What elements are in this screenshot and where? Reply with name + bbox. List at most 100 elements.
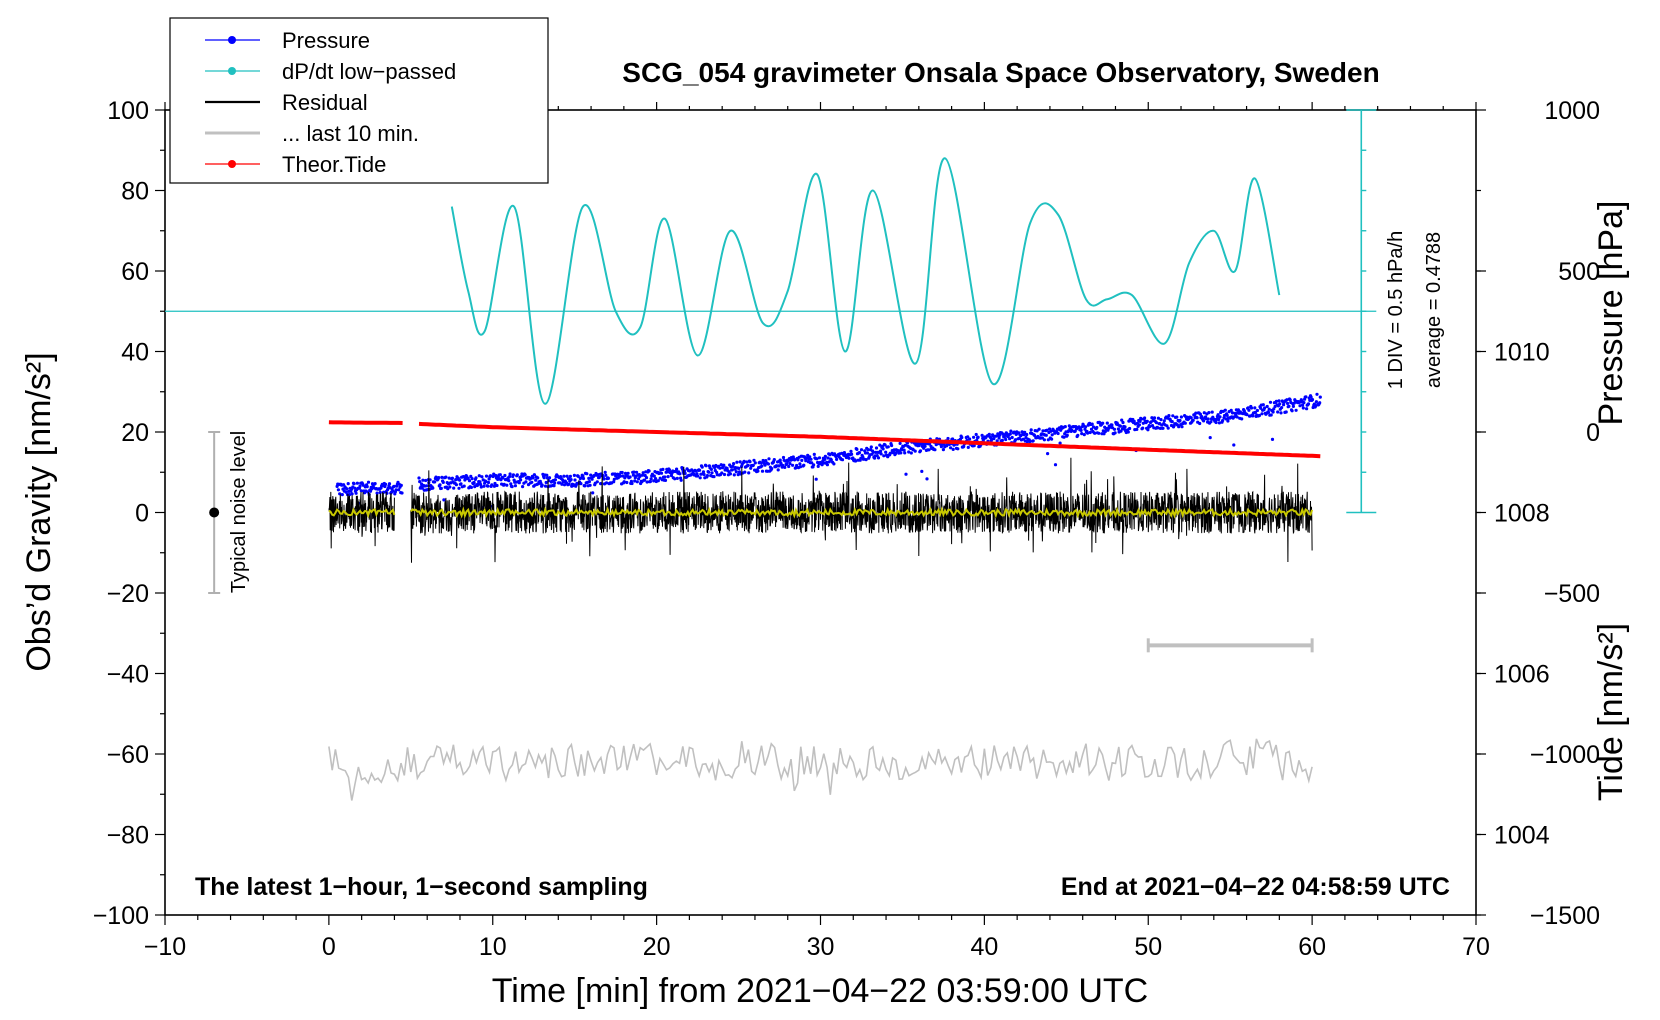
pressure-point: [424, 478, 428, 483]
pressure-point: [850, 452, 854, 456]
pressure-point: [1271, 410, 1275, 414]
pressure-point: [344, 490, 348, 494]
pressure-point: [1302, 401, 1306, 405]
pressure-point: [494, 473, 498, 478]
pressure-point: [642, 478, 647, 482]
tide-tick-label: 1000: [1544, 97, 1600, 125]
pressure-point: [941, 448, 946, 452]
pressure-point: [1267, 407, 1271, 411]
pressure-point: [751, 463, 755, 467]
legend-label: dP/dt low−passed: [282, 59, 456, 84]
x-tick-label: 60: [1298, 933, 1326, 961]
x-tick-label: 20: [643, 933, 671, 961]
pressure-point: [1318, 401, 1322, 405]
x-tick-label: 30: [807, 933, 835, 961]
pressure-point: [1291, 404, 1295, 408]
pressure-point: [766, 462, 771, 466]
pressure-point: [462, 484, 466, 488]
pressure-point: [899, 451, 903, 455]
pressure-point: [764, 459, 768, 463]
pressure-point: [752, 458, 756, 462]
pressure-point: [521, 485, 525, 489]
pressure-point: [543, 484, 548, 488]
pressure-point: [898, 441, 902, 445]
pressure-point: [1020, 430, 1024, 434]
pressure-point: [1225, 413, 1229, 417]
pressure-point: [492, 484, 496, 488]
pressure-point: [418, 480, 422, 484]
pressure-point: [1032, 433, 1037, 437]
pressure-point: [1209, 420, 1213, 424]
pressure-point: [777, 464, 781, 468]
pressure-point: [656, 479, 660, 483]
pressure-point: [631, 473, 636, 477]
pressure-point: [1175, 415, 1179, 419]
pressure-point: [925, 477, 929, 481]
pressure-point: [1310, 398, 1315, 402]
pressure-point: [787, 464, 791, 469]
pressure-point: [482, 484, 486, 488]
pressure-point: [1000, 438, 1005, 442]
pressure-point: [1309, 395, 1313, 399]
pressure-point: [606, 476, 611, 480]
pressure-point: [760, 469, 765, 473]
pressure-point: [737, 466, 741, 470]
pressure-point: [1223, 408, 1227, 412]
pressure-point: [1282, 403, 1286, 407]
pressure-point: [904, 472, 908, 476]
pressure-point: [1082, 433, 1086, 437]
pressure-point: [490, 483, 494, 487]
pressure-point: [1287, 404, 1291, 408]
pressure-point: [1023, 430, 1027, 434]
pressure-point: [1045, 428, 1049, 432]
pressure-point: [946, 436, 950, 441]
pressure-point: [855, 447, 859, 451]
pressure-point: [1116, 427, 1120, 431]
pressure-point: [864, 458, 868, 462]
pressure-point: [400, 491, 404, 495]
tide-line: [328, 420, 403, 425]
legend-box: [169, 17, 549, 184]
pressure-point: [712, 475, 716, 479]
pressure-point: [738, 460, 742, 464]
pressure-point: [1229, 408, 1233, 412]
pressure-point: [743, 470, 747, 474]
pressure-point: [579, 482, 583, 486]
pressure-point: [1246, 406, 1250, 410]
pressure-point: [980, 433, 984, 437]
pressure-point: [661, 467, 665, 471]
pressure-point: [394, 488, 398, 492]
pressure-point: [804, 459, 808, 463]
pressure-point: [589, 473, 593, 477]
pressure-point: [747, 471, 751, 475]
pressure-point: [994, 434, 998, 438]
pressure-point: [1178, 418, 1182, 423]
pressure-point: [1180, 425, 1184, 429]
pressure-point: [1269, 413, 1273, 417]
pressure-point: [772, 458, 776, 462]
y-tick-label: −20: [107, 580, 149, 608]
pressure-point: [1230, 411, 1235, 415]
pressure-point: [1314, 400, 1318, 404]
pressure-point: [1274, 399, 1278, 403]
pressure-point: [484, 479, 488, 484]
pressure-point: [568, 474, 573, 478]
y-tick-label: −100: [93, 902, 149, 930]
pressure-point: [783, 465, 787, 469]
pressure-point: [884, 450, 888, 454]
pressure-point: [491, 474, 495, 479]
pressure-point: [814, 477, 818, 481]
pressure-point: [1278, 402, 1282, 406]
pressure-point: [991, 434, 995, 438]
pressure-point: [1086, 431, 1090, 435]
pressure-point: [827, 460, 831, 464]
pressure-point: [728, 472, 733, 476]
pressure-point: [890, 443, 894, 448]
pressure-point: [513, 484, 518, 488]
series-last-10-min: [328, 738, 1313, 801]
pressure-point: [1270, 437, 1275, 441]
pressure-point: [355, 481, 359, 485]
pressure-point: [359, 489, 363, 493]
pressure-point: [567, 482, 571, 486]
